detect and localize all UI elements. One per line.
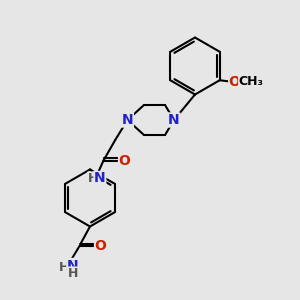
Text: N: N	[67, 259, 78, 272]
Text: H: H	[58, 261, 69, 274]
Text: CH₃: CH₃	[239, 75, 264, 88]
Text: O: O	[118, 154, 130, 167]
Text: N: N	[168, 113, 180, 127]
Text: N: N	[122, 113, 133, 127]
Text: O: O	[229, 75, 241, 89]
Text: H: H	[88, 172, 98, 185]
Text: H: H	[68, 267, 78, 280]
Text: O: O	[94, 239, 106, 253]
Text: N: N	[94, 172, 106, 185]
